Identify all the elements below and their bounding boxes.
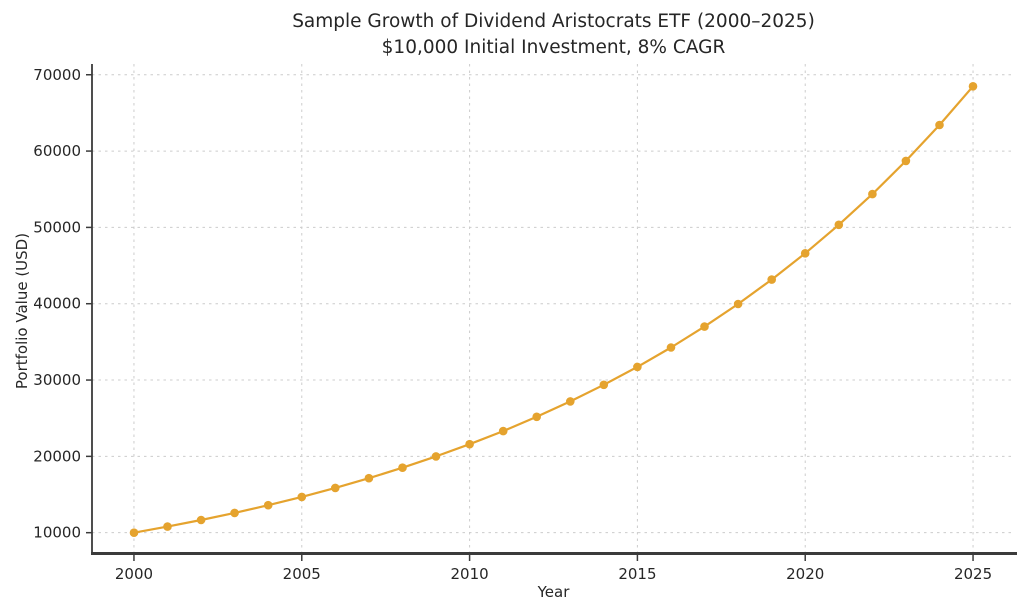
x-tick-label: 2005: [283, 565, 321, 583]
series-line: [132, 85, 975, 534]
series-markers: [129, 82, 978, 537]
data-point: [767, 275, 776, 284]
x-axis-label: Year: [537, 583, 570, 601]
data-point: [566, 397, 575, 406]
data-point: [498, 426, 508, 436]
data-point: [364, 473, 374, 483]
data-point: [868, 189, 877, 199]
x-tick-label: 2020: [786, 565, 824, 583]
x-tick-label: 2000: [115, 565, 153, 583]
chart-title-block: Sample Growth of Dividend Aristocrats ET…: [92, 9, 1015, 60]
data-point: [901, 156, 911, 166]
x-tick-label: 2010: [450, 565, 488, 583]
y-tick-label: 30000: [33, 371, 81, 389]
data-point: [297, 492, 307, 502]
chart-title: Sample Growth of Dividend Aristocrats ET…: [292, 11, 815, 32]
data-point: [431, 452, 441, 461]
data-point: [230, 508, 239, 518]
data-point: [800, 249, 810, 258]
y-tick-label: 10000: [33, 524, 81, 542]
gridlines: [92, 64, 1015, 555]
data-point: [532, 412, 541, 422]
y-tick-label: 20000: [33, 447, 81, 465]
y-tick-label: 50000: [33, 218, 81, 236]
data-point: [196, 515, 206, 525]
y-tick-label: 60000: [33, 142, 81, 160]
x-tick-label: 2015: [618, 565, 656, 583]
y-tick-label: 70000: [33, 66, 81, 84]
data-point: [935, 120, 944, 130]
data-point: [129, 528, 139, 537]
data-point: [263, 500, 273, 510]
data-point: [465, 439, 474, 449]
data-point: [331, 483, 340, 493]
data-point: [398, 463, 407, 473]
data-point: [700, 322, 709, 331]
y-axis-label: Portfolio Value (USD): [13, 232, 31, 390]
data-point: [599, 380, 609, 390]
data-point: [163, 522, 172, 531]
data-point: [666, 343, 676, 352]
data-point: [733, 299, 743, 309]
data-point: [633, 362, 642, 372]
data-point: [968, 82, 978, 91]
y-tick-label: 40000: [33, 295, 81, 313]
x-tick-label: 2025: [954, 565, 992, 583]
tick-marks: [86, 74, 974, 561]
data-point: [834, 220, 844, 230]
chart-subtitle: $10,000 Initial Investment, 8% CAGR: [381, 36, 726, 58]
